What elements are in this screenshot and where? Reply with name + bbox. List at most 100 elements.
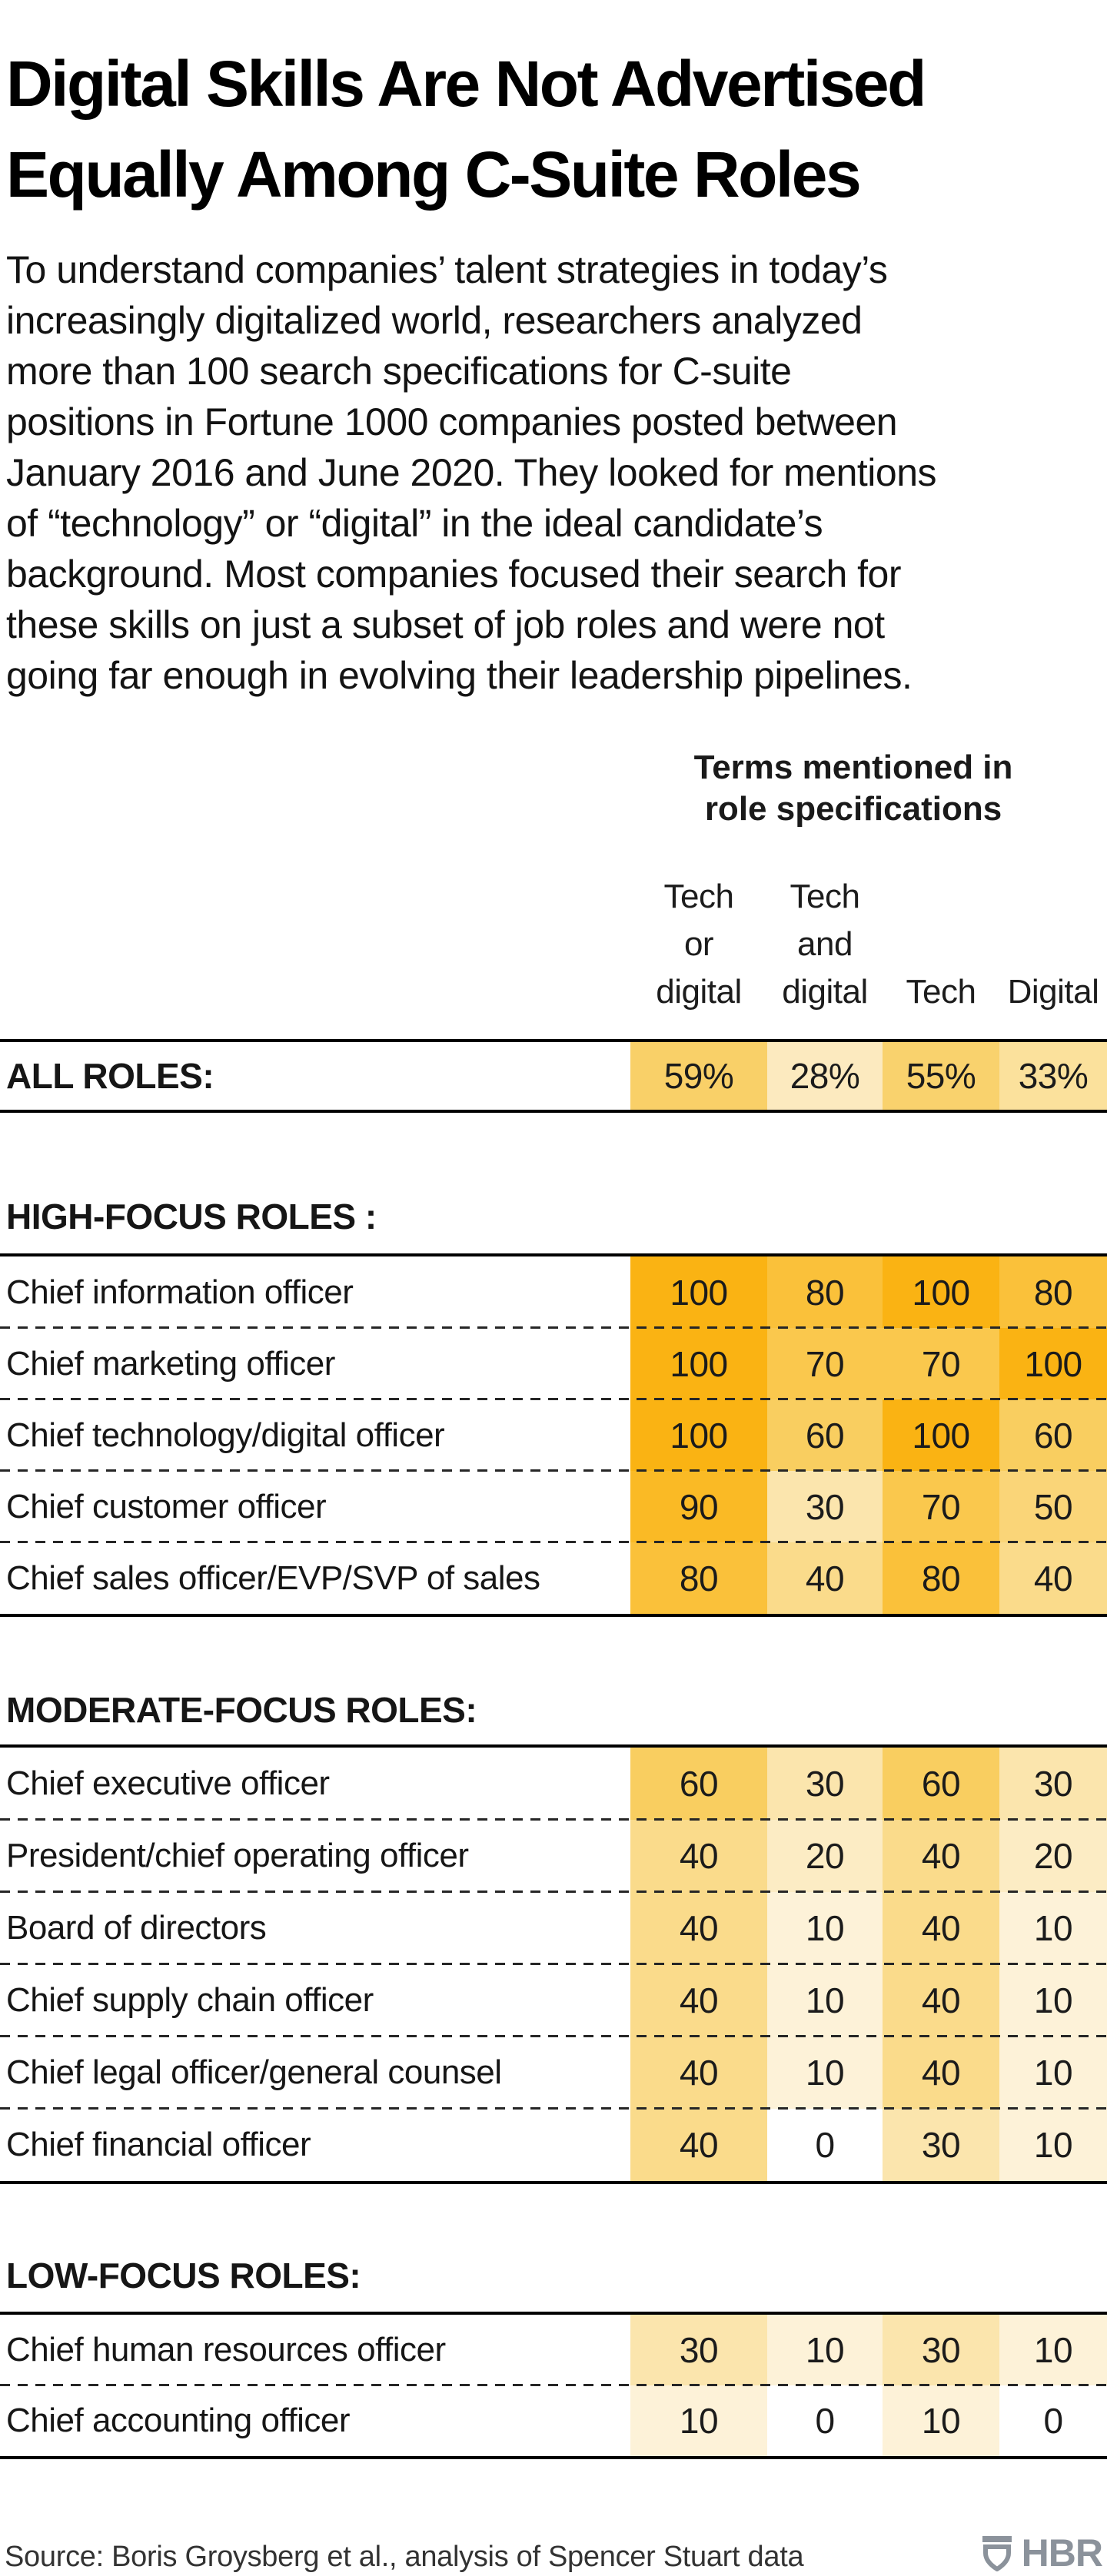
heat-cell: 30 bbox=[883, 2109, 999, 2181]
heat-cell: 10 bbox=[883, 2385, 999, 2456]
heat-cell: 10 bbox=[999, 1964, 1107, 2037]
role-row: 40 20 40 20 President/chief operating office… bbox=[0, 1818, 1107, 1892]
intro-paragraph: To understand companies’ talent strategi… bbox=[6, 248, 937, 697]
heat-cell: 10 bbox=[767, 2037, 883, 2109]
role-label: Chief financial officer bbox=[6, 2126, 311, 2163]
heat-cell: 40 bbox=[883, 1820, 999, 1892]
role-row: 100 70 70 100 Chief marketing officer bbox=[0, 1326, 1107, 1399]
heat-cell: 90 bbox=[630, 1471, 767, 1542]
summary-row-label: ALL ROLES: bbox=[6, 1056, 214, 1096]
column-headers: Tech or digital Tech and digital Tech Digit… bbox=[0, 873, 1107, 1016]
dashed-divider bbox=[0, 1818, 1107, 1821]
column-header: Digital bbox=[1007, 973, 1099, 1011]
hbr-logo-text: HBR bbox=[1021, 2531, 1103, 2574]
heat-cell: 10 bbox=[999, 1892, 1107, 1964]
heat-cell: 40 bbox=[883, 1892, 999, 1964]
heat-cell: 30 bbox=[999, 1748, 1107, 1820]
heat-cell: 0 bbox=[767, 2109, 883, 2181]
hbr-shield-icon bbox=[982, 2535, 1012, 2572]
role-label: Chief sales officer/EVP/SVP of sales bbox=[6, 1559, 540, 1597]
heat-cell: 55% bbox=[883, 1042, 999, 1110]
heat-cell: 80 bbox=[999, 1256, 1107, 1328]
role-row: 80 40 80 40 Chief sales officer/EVP/SVP of s… bbox=[0, 1541, 1107, 1614]
heat-table-low-focus: 30 10 30 10 Chief human resources officer 10 0… bbox=[0, 2312, 1107, 2459]
dashed-divider bbox=[0, 2384, 1107, 2386]
heat-cell: 40 bbox=[630, 1892, 767, 1964]
summary-row-all-roles: ALL ROLES: 59% 28% 55% 33% bbox=[0, 1039, 1107, 1113]
dashed-divider bbox=[0, 2107, 1107, 2110]
terms-group-header: Terms mentioned in role specifications bbox=[693, 749, 1013, 828]
section-label-low-focus: LOW-FOCUS ROLES: bbox=[6, 2256, 361, 2295]
dashed-divider bbox=[0, 2035, 1107, 2037]
heat-table-moderate-focus: 60 30 60 30 Chief executive officer 40 20 40 20 P… bbox=[0, 1744, 1107, 2184]
role-row: 30 10 30 10 Chief human resources officer bbox=[0, 2315, 1107, 2385]
heat-cell: 100 bbox=[999, 1328, 1107, 1399]
heat-cell: 10 bbox=[767, 1964, 883, 2037]
heat-cell: 10 bbox=[767, 1892, 883, 1964]
heat-cell: 10 bbox=[999, 2037, 1107, 2109]
heat-cell: 60 bbox=[767, 1399, 883, 1471]
heat-cell: 80 bbox=[630, 1542, 767, 1614]
heat-cell: 59% bbox=[630, 1042, 767, 1110]
dashed-divider bbox=[0, 1963, 1107, 1965]
role-row: 40 10 40 10 Chief legal officer/general coun… bbox=[0, 2035, 1107, 2109]
heat-cell: 40 bbox=[630, 2037, 767, 2109]
heat-cell: 20 bbox=[999, 1820, 1107, 1892]
heat-cell: 0 bbox=[999, 2385, 1107, 2456]
role-label: Chief customer officer bbox=[6, 1487, 327, 1525]
role-label: Chief accounting officer bbox=[6, 2402, 351, 2439]
heat-cell: 30 bbox=[883, 2315, 999, 2385]
role-label: Board of directors bbox=[6, 1909, 267, 1947]
heat-cell: 50 bbox=[999, 1471, 1107, 1542]
dashed-divider bbox=[0, 1469, 1107, 1472]
column-header: Tech bbox=[906, 973, 976, 1011]
heat-cell: 100 bbox=[883, 1256, 999, 1328]
role-label: Chief technology/digital officer bbox=[6, 1416, 445, 1454]
dashed-divider bbox=[0, 1326, 1107, 1329]
heat-cell: 30 bbox=[767, 1471, 883, 1542]
role-label: Chief human resources officer bbox=[6, 2331, 446, 2369]
dashed-divider bbox=[0, 1891, 1107, 1893]
role-row: 10 0 10 0 Chief accounting officer bbox=[0, 2384, 1107, 2456]
heat-table-high-focus: 100 80 100 80 Chief information officer 100 70… bbox=[0, 1253, 1107, 1617]
heat-cell: 30 bbox=[767, 1748, 883, 1820]
role-row: 40 10 40 10 Chief supply chain officer bbox=[0, 1963, 1107, 2037]
column-header: Tech or digital bbox=[656, 878, 742, 1011]
role-label: Chief legal officer/general counsel bbox=[6, 2053, 502, 2091]
role-label: Chief information officer bbox=[6, 1273, 354, 1311]
heat-cell: 10 bbox=[999, 2315, 1107, 2385]
heat-cell: 60 bbox=[883, 1748, 999, 1820]
role-row: 60 30 60 30 Chief executive officer bbox=[0, 1748, 1107, 1820]
section-label-moderate-focus: MODERATE-FOCUS ROLES: bbox=[6, 1690, 477, 1730]
role-label: Chief supply chain officer bbox=[6, 1981, 374, 2019]
heat-cell: 100 bbox=[630, 1256, 767, 1328]
heat-cell: 70 bbox=[883, 1471, 999, 1542]
heat-cell: 10 bbox=[767, 2315, 883, 2385]
heat-cell: 10 bbox=[999, 2109, 1107, 2181]
heat-cell: 40 bbox=[883, 1964, 999, 2037]
source-note: Source: Boris Groysberg et al., analysis… bbox=[5, 2541, 804, 2573]
heat-cell: 30 bbox=[630, 2315, 767, 2385]
role-row: 100 60 100 60 Chief technology/digital offic… bbox=[0, 1398, 1107, 1471]
heat-cell: 28% bbox=[767, 1042, 883, 1110]
heat-cell: 0 bbox=[767, 2385, 883, 2456]
heat-cell: 70 bbox=[883, 1328, 999, 1399]
heat-cell: 70 bbox=[767, 1328, 883, 1399]
dashed-divider bbox=[0, 1541, 1107, 1543]
heat-cell: 60 bbox=[999, 1399, 1107, 1471]
page-title: Digital Skills Are Not Advertised Equall… bbox=[6, 48, 926, 211]
role-label: Chief marketing officer bbox=[6, 1344, 335, 1383]
hbr-logo: HBR bbox=[982, 2531, 1103, 2574]
role-row: 90 30 70 50 Chief customer officer bbox=[0, 1469, 1107, 1542]
heat-cell: 33% bbox=[999, 1042, 1107, 1110]
heat-cell: 40 bbox=[883, 2037, 999, 2109]
heat-cell: 40 bbox=[630, 1964, 767, 2037]
role-row: 40 0 30 10 Chief financial officer bbox=[0, 2107, 1107, 2181]
dashed-divider bbox=[0, 1398, 1107, 1400]
section-label-high-focus: HIGH-FOCUS ROLES : bbox=[6, 1197, 377, 1237]
heat-cell: 80 bbox=[883, 1542, 999, 1614]
heat-cell: 20 bbox=[767, 1820, 883, 1892]
role-label: President/chief operating officer bbox=[6, 1837, 469, 1874]
heat-cell: 80 bbox=[767, 1256, 883, 1328]
